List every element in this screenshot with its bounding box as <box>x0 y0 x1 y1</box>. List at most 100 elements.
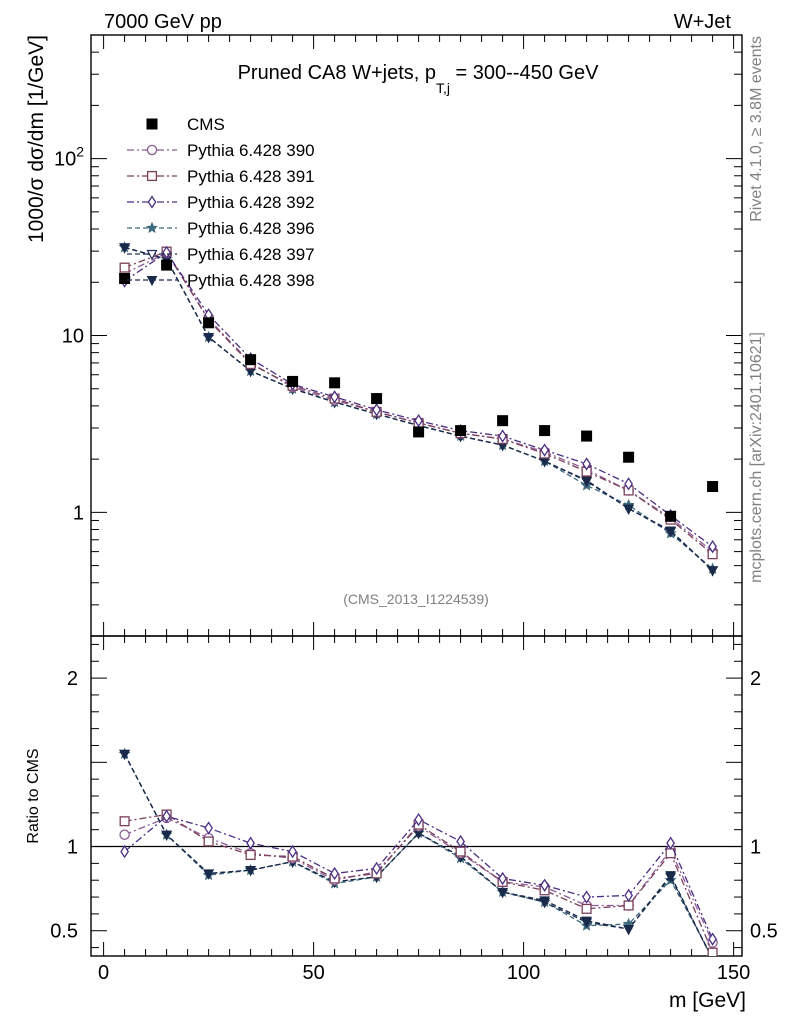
main-y-tick-label-exponent: 2 <box>76 144 84 160</box>
main-series-line <box>124 246 714 570</box>
legend-label: Pythia 6.428 398 <box>187 271 315 290</box>
ratio-point <box>666 836 675 850</box>
data-point-cms <box>707 481 719 493</box>
chart-title-main: Pruned CA8 W+jets, p <box>238 62 436 84</box>
data-point-cms <box>119 273 131 285</box>
x-tick-label: 150 <box>717 962 750 984</box>
mcplots-label: mcplots.cern.ch [arXiv:2401.10621] <box>748 332 765 583</box>
ratio-point <box>203 836 214 847</box>
main-series-line <box>124 251 713 548</box>
ratio-point <box>665 871 676 882</box>
mc-point <box>414 413 423 428</box>
ratio-point <box>456 834 465 849</box>
legend-marker <box>146 118 158 130</box>
mc-point <box>582 457 591 471</box>
ratio-point <box>120 844 129 859</box>
data-point-cms <box>203 317 215 329</box>
legend-marker <box>146 276 158 287</box>
ratio-series-line <box>124 753 712 956</box>
ratio-point <box>119 816 130 827</box>
main-series-line <box>124 246 714 571</box>
ratio-y-tick-label: 0.5 <box>50 921 78 943</box>
ratio-point <box>540 878 549 892</box>
ratio-y-tick-label: 2 <box>67 668 78 690</box>
x-tick-label: 0 <box>98 962 109 984</box>
process-label: W+Jet <box>674 11 732 33</box>
data-point-cms <box>539 425 551 437</box>
mc-point <box>707 566 718 577</box>
legend-marker <box>147 195 157 209</box>
ratio-point <box>414 812 423 827</box>
mc-point <box>119 243 130 254</box>
ratio-series-layer <box>118 747 719 956</box>
ratio-y-tick-label: 1 <box>67 837 78 859</box>
mc-point <box>540 443 549 457</box>
mc-point <box>498 429 507 443</box>
legend: CMS Pythia 6.428 390 Pythia 6.428 391 Pythi… <box>127 115 315 290</box>
axis-ticks <box>91 34 742 956</box>
data-point-cms <box>665 510 677 522</box>
mc-point <box>623 504 634 515</box>
data-point-cms <box>161 259 173 271</box>
main-y-axis-label: 1000/σ dσ/dm [1/GeV] <box>25 35 48 243</box>
data-point-cms <box>455 425 467 437</box>
legend-label: Pythia 6.428 397 <box>187 245 315 264</box>
legend-label: Pythia 6.428 391 <box>187 167 315 186</box>
ratio-point <box>455 846 466 857</box>
main-series-layer <box>118 241 719 577</box>
ratio-series-line <box>124 753 712 956</box>
ratio-point <box>623 900 634 911</box>
main-y-tick-label-base: 1 <box>73 502 84 524</box>
main-series-line <box>124 246 714 571</box>
ratio-point <box>162 809 171 823</box>
ratio-point <box>204 821 213 835</box>
ratio-y-tick-label-right: 2 <box>750 668 761 690</box>
main-y-tick-label: 1 <box>73 502 84 524</box>
ratio-y-tick-label-right: 1 <box>750 837 761 859</box>
ratio-point <box>539 896 550 907</box>
legend-label: Pythia 6.428 396 <box>187 219 315 238</box>
ratio-point <box>708 932 717 946</box>
chart-title-subscript: T,j <box>436 80 450 96</box>
data-point-cms <box>413 426 425 438</box>
mc-point <box>119 262 130 273</box>
rivet-label: Rivet 4.1.0, ≥ 3.8M events <box>748 36 765 222</box>
ratio-point <box>161 830 172 841</box>
legend-marker <box>146 249 158 261</box>
x-tick-label: 100 <box>507 962 540 984</box>
mc-point <box>162 245 171 260</box>
main-series-line <box>124 250 714 555</box>
mc-point <box>665 526 676 537</box>
legend-marker <box>146 221 158 234</box>
ratio-y-axis-label: Ratio to CMS <box>25 748 42 843</box>
mc-point <box>581 476 592 487</box>
ratio-point <box>497 888 508 899</box>
legend-marker <box>146 144 158 156</box>
ratio-point <box>330 866 339 881</box>
mc-point <box>708 539 717 554</box>
main-y-tick-label-base: 10 <box>54 149 76 171</box>
legend-label: CMS <box>187 115 225 134</box>
data-point-cms <box>245 354 257 366</box>
ratio-point <box>581 916 592 927</box>
ratio-point <box>246 836 255 850</box>
ratio-point <box>372 861 381 876</box>
data-point-cms <box>329 377 341 389</box>
legend-marker <box>146 170 158 182</box>
ratio-point <box>245 866 256 877</box>
ratio-point <box>582 890 591 904</box>
main-y-tick-label: 102 <box>54 144 84 171</box>
ratio-point <box>119 829 130 840</box>
mc-point <box>372 403 381 417</box>
chart-title-tail: = 300--450 GeV <box>450 62 599 84</box>
ratio-point <box>707 947 718 956</box>
ratio-point <box>288 844 297 859</box>
ratio-point <box>119 749 130 760</box>
chart-title: Pruned CA8 W+jets, pT,j = 300--450 GeV <box>238 62 600 96</box>
data-point-cms <box>371 393 383 405</box>
main-y-tick-label: 10 <box>62 326 84 348</box>
ratio-y-tick-label-right: 0.5 <box>750 921 778 943</box>
ratio-point <box>245 849 256 860</box>
